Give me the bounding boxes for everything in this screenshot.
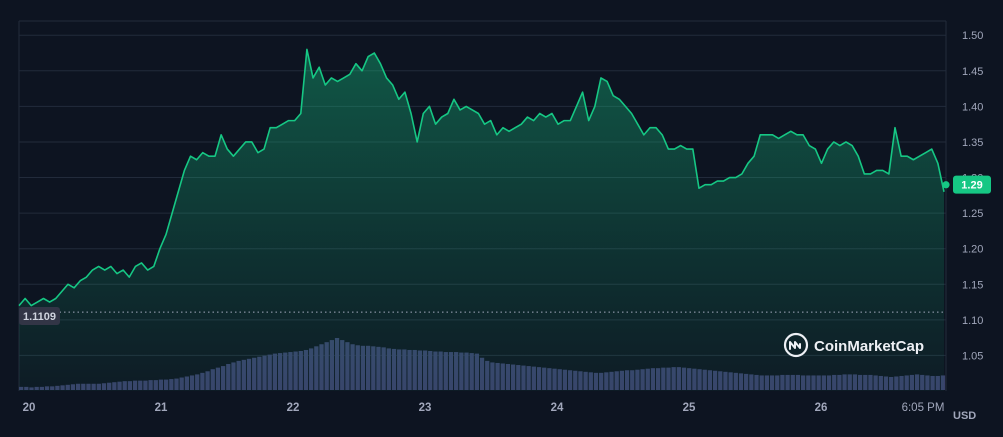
y-tick-label: 1.05 — [962, 350, 983, 362]
current-price-badge: 1.29 — [953, 175, 991, 194]
price-area — [19, 49, 944, 392]
y-tick-label: 1.50 — [962, 30, 983, 42]
x-tick-label: 25 — [683, 402, 696, 414]
y-tick-label: 1.20 — [962, 244, 983, 256]
y-axis: 1.501.451.401.351.301.251.201.151.101.05 — [962, 30, 983, 362]
x-tick-label: 24 — [551, 402, 564, 414]
current-price-label: 1.29 — [961, 180, 982, 192]
x-axis: 20 21 22 23 24 25 26 6:05 PM — [23, 402, 945, 414]
price-line[interactable] — [18, 48, 945, 307]
x-tick-label: 20 — [23, 402, 36, 414]
open-price-label: 1.1109 — [23, 311, 56, 323]
y-tick-label: 1.10 — [962, 315, 983, 327]
x-tick-label: 26 — [815, 402, 828, 414]
x-tick-label: 23 — [419, 402, 432, 414]
x-tick-label: 6:05 PM — [902, 402, 945, 414]
current-price-dot — [942, 181, 950, 189]
y-tick-label: 1.15 — [962, 279, 983, 291]
y-tick-label: 1.45 — [962, 66, 983, 78]
coinmarketcap-logo-icon — [783, 332, 809, 358]
x-tick-label: 21 — [155, 402, 168, 414]
y-tick-label: 1.25 — [962, 208, 983, 220]
y-axis-unit: USD — [953, 410, 976, 422]
y-tick-label: 1.35 — [962, 137, 983, 149]
y-tick-label: 1.40 — [962, 101, 983, 113]
watermark-text: CoinMarketCap — [814, 338, 924, 355]
watermark: CoinMarketCap — [783, 332, 924, 358]
open-price-badge: 1.1109 — [19, 307, 60, 325]
x-tick-label: 22 — [287, 402, 300, 414]
